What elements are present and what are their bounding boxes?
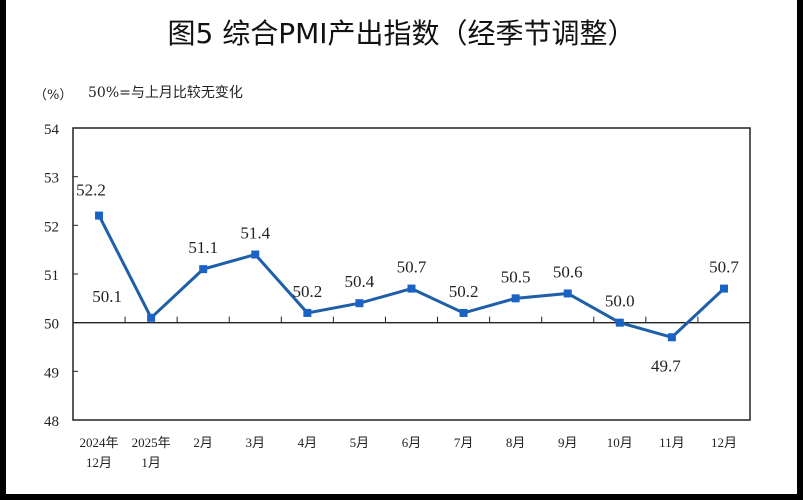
y-tick-label: 52 bbox=[44, 219, 59, 235]
y-axis-unit: （%） bbox=[34, 88, 73, 103]
x-tick-label: 10月 bbox=[607, 435, 633, 450]
x-tick-label: 7月 bbox=[454, 435, 474, 450]
data-label: 50.4 bbox=[345, 272, 375, 291]
x-tick-label: 9月 bbox=[558, 435, 578, 450]
data-point bbox=[615, 318, 624, 327]
data-label: 49.7 bbox=[651, 356, 681, 375]
data-point bbox=[667, 333, 676, 342]
x-tick-label: 3月 bbox=[246, 435, 266, 450]
y-tick-label: 53 bbox=[44, 171, 59, 187]
data-label: 51.1 bbox=[188, 238, 218, 257]
data-point bbox=[407, 284, 416, 293]
data-point bbox=[303, 308, 312, 317]
x-tick-label: 12月 bbox=[86, 455, 112, 470]
data-label: 50.2 bbox=[292, 282, 322, 301]
data-point bbox=[355, 299, 364, 308]
data-point bbox=[563, 289, 572, 298]
chart-title: 图5 综合PMI产出指数（经季节调整） bbox=[167, 17, 636, 50]
data-label: 50.5 bbox=[501, 267, 531, 286]
data-point bbox=[147, 313, 156, 322]
x-tick-label: 5月 bbox=[350, 435, 370, 450]
data-point bbox=[459, 308, 468, 317]
x-tick-label: 4月 bbox=[298, 435, 318, 450]
data-label: 50.6 bbox=[553, 262, 583, 281]
data-label: 50.7 bbox=[709, 258, 739, 277]
data-label: 50.7 bbox=[397, 258, 427, 277]
data-point bbox=[95, 211, 104, 220]
y-tick-label: 51 bbox=[44, 268, 59, 284]
data-point bbox=[719, 284, 728, 293]
data-label: 50.0 bbox=[605, 292, 635, 311]
x-tick-label: 12月 bbox=[711, 435, 737, 450]
y-tick-label: 50 bbox=[44, 317, 59, 333]
data-point bbox=[251, 250, 260, 259]
x-tick-label: 2025年 bbox=[132, 435, 171, 450]
data-point bbox=[199, 265, 208, 274]
data-label: 52.2 bbox=[76, 181, 106, 200]
data-label: 51.4 bbox=[240, 224, 270, 243]
data-label: 50.2 bbox=[449, 282, 479, 301]
y-tick-label: 48 bbox=[44, 414, 59, 430]
x-tick-label: 2月 bbox=[193, 435, 213, 450]
x-tick-label: 2024年 bbox=[80, 435, 119, 450]
x-tick-label: 1月 bbox=[141, 455, 161, 470]
x-tick-label: 8月 bbox=[506, 435, 526, 450]
y-tick-label: 49 bbox=[44, 365, 59, 381]
chart-frame bbox=[6, 0, 797, 494]
reference-note: 50%=与上月比较无变化 bbox=[88, 85, 243, 101]
data-label: 50.1 bbox=[92, 287, 122, 306]
y-tick-label: 54 bbox=[44, 122, 60, 138]
x-tick-label: 6月 bbox=[402, 435, 422, 450]
x-tick-label: 11月 bbox=[659, 435, 685, 450]
data-point bbox=[511, 294, 520, 303]
